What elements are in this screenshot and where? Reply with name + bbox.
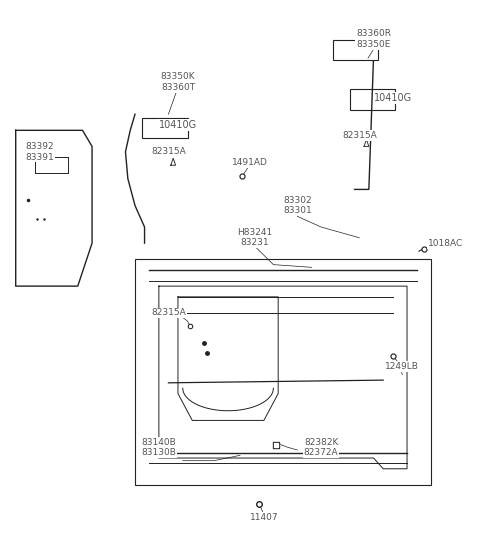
FancyBboxPatch shape xyxy=(333,40,378,60)
FancyBboxPatch shape xyxy=(142,118,188,138)
Text: 11407: 11407 xyxy=(250,512,278,522)
Text: 83350K
83360T: 83350K 83360T xyxy=(161,72,195,92)
Text: 82382K
82372A: 82382K 82372A xyxy=(304,437,338,457)
Text: 1018AC: 1018AC xyxy=(428,239,463,248)
Text: 10410G: 10410G xyxy=(159,120,197,130)
Text: H83241
83231: H83241 83231 xyxy=(237,228,272,247)
Text: 83360R
83350E: 83360R 83350E xyxy=(356,29,391,49)
Text: 1249LB: 1249LB xyxy=(385,362,419,371)
Text: 83392
83391: 83392 83391 xyxy=(25,142,54,161)
Bar xyxy=(135,259,431,485)
FancyBboxPatch shape xyxy=(350,90,395,110)
Text: 83140B
83130B: 83140B 83130B xyxy=(142,437,176,457)
Text: 82315A: 82315A xyxy=(342,131,377,140)
Text: 82315A: 82315A xyxy=(151,147,186,156)
Text: 10410G: 10410G xyxy=(373,93,412,103)
Text: 82315A: 82315A xyxy=(151,308,186,318)
Text: 83302
83301: 83302 83301 xyxy=(283,196,312,215)
Text: 1491AD: 1491AD xyxy=(232,158,267,167)
